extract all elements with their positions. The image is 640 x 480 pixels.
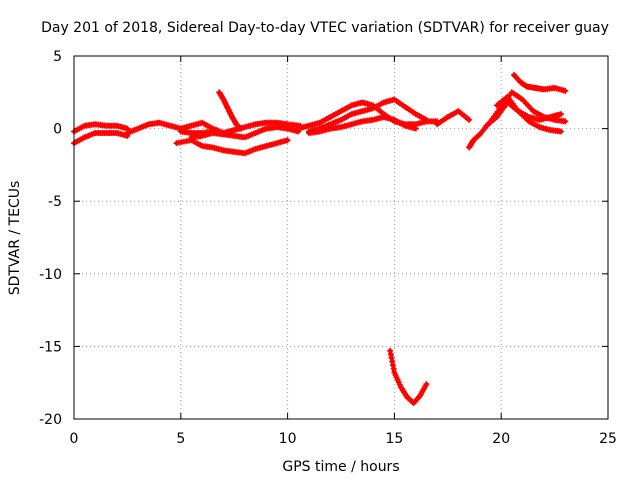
x-tick-label: 5 <box>176 431 185 447</box>
data-point <box>558 128 565 135</box>
y-tick-label: 0 <box>53 122 62 138</box>
tick-labels: 0 5 10 15 20 25 -20 -15 -10 -5 0 5 <box>39 49 617 447</box>
y-tick-label: 5 <box>53 49 62 65</box>
data-point <box>466 116 473 123</box>
grid <box>74 56 608 419</box>
data-point <box>423 116 430 123</box>
data-point <box>423 381 430 388</box>
y-tick-label: -10 <box>39 267 62 283</box>
series-track-b <box>71 129 131 147</box>
y-tick-label: -5 <box>48 194 62 210</box>
x-tick-label: 25 <box>599 431 617 447</box>
x-tick-label: 15 <box>385 431 403 447</box>
series-layer <box>71 71 569 407</box>
chart-title: Day 201 of 2018, Sidereal Day-to-day VTE… <box>41 20 609 36</box>
series-track-k <box>434 108 473 128</box>
data-point <box>415 393 422 400</box>
data-point <box>284 137 291 144</box>
data-point <box>558 111 565 118</box>
series-track-i <box>305 96 430 135</box>
series-track-f <box>188 124 302 141</box>
x-tick-label: 0 <box>70 431 79 447</box>
series-track-g <box>216 89 244 132</box>
y-tick-label: -20 <box>39 412 62 428</box>
plot-frame <box>73 55 609 420</box>
series-track-j <box>305 113 419 136</box>
series-track-p <box>387 347 430 407</box>
x-tick-label: 20 <box>492 431 510 447</box>
data-point <box>412 125 419 132</box>
series-track-n <box>511 71 569 94</box>
data-point <box>237 125 244 132</box>
y-tick-label: -15 <box>39 339 62 355</box>
series-track-c <box>124 119 227 136</box>
x-tick-label: 10 <box>279 431 297 447</box>
x-axis-label: GPS time / hours <box>282 459 399 475</box>
data-point <box>475 132 482 139</box>
series-track-a <box>71 121 131 135</box>
data-point <box>562 118 569 125</box>
series-track-o <box>493 93 565 123</box>
data-point <box>562 87 569 94</box>
y-axis-label: SDTVAR / TECUs <box>7 181 23 296</box>
series-track-l <box>466 89 569 151</box>
